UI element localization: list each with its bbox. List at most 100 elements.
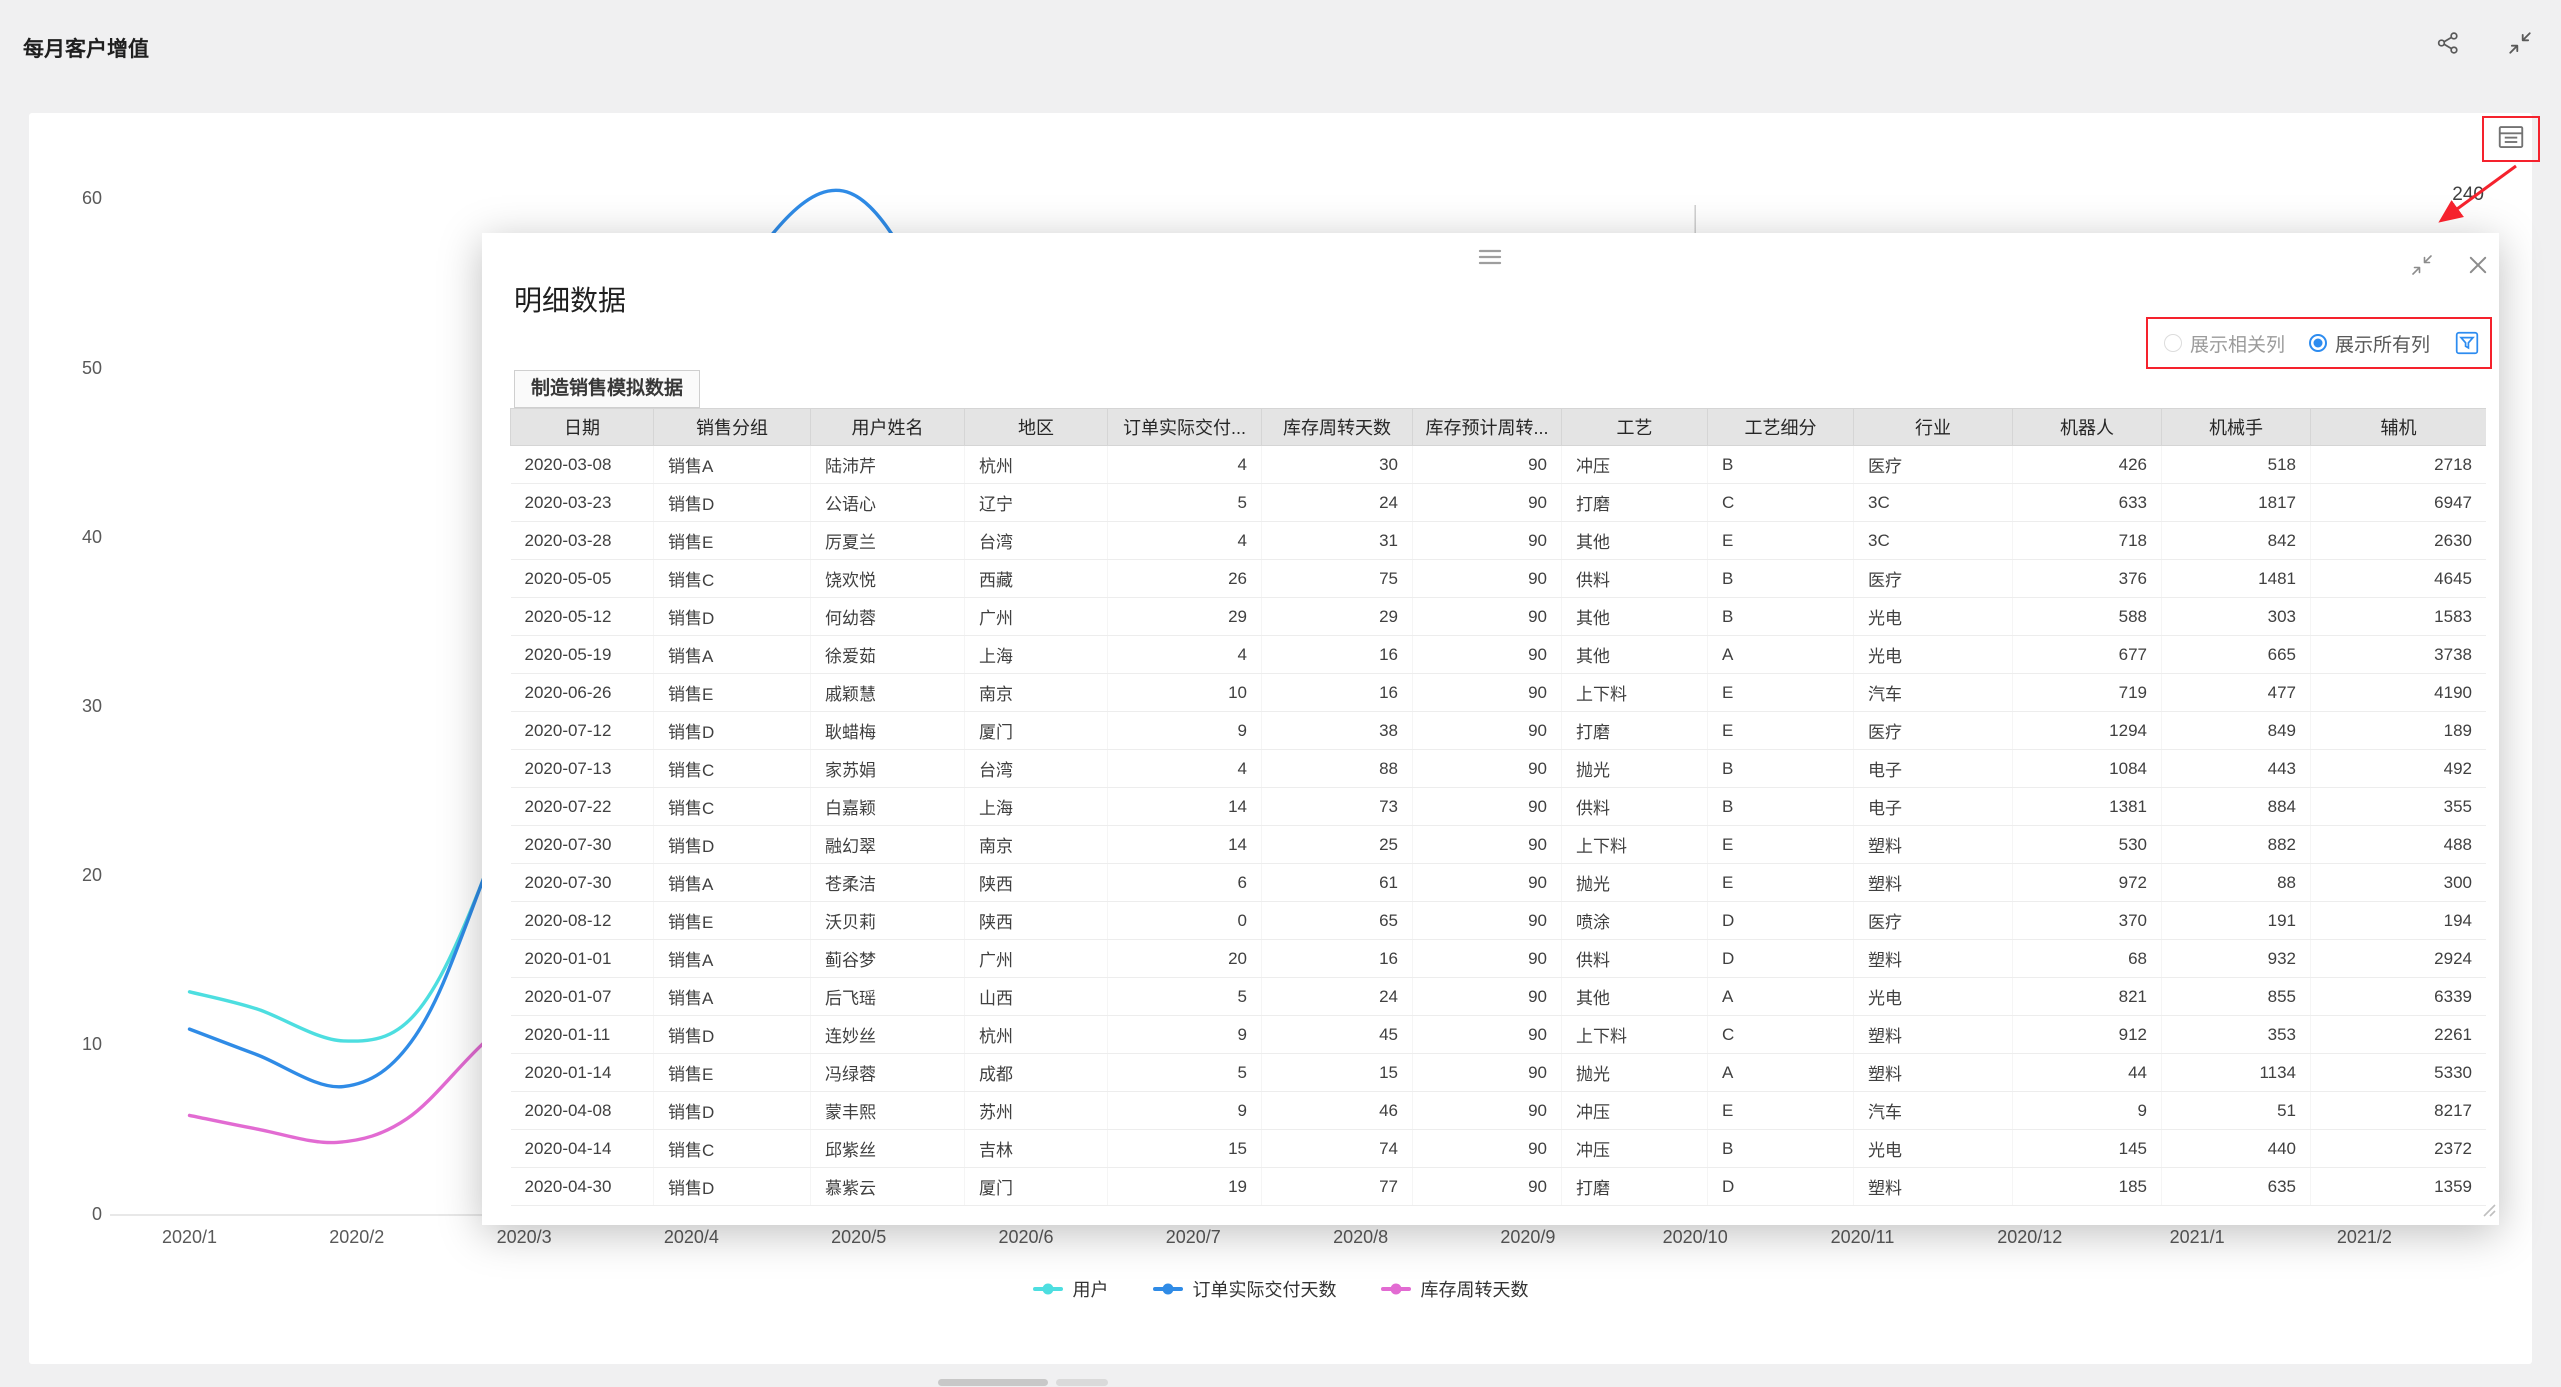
resize-handle[interactable] [2478, 1199, 2496, 1222]
radio-label: 展示相关列 [2190, 334, 2286, 356]
table-row[interactable]: 2020-04-14 销售C 邱紫丝 吉林 15 74 90 冲压 B 光电 145 440 2372 [510, 1129, 2486, 1168]
menu-icon[interactable] [1476, 246, 1504, 273]
column-header[interactable]: 日期 [510, 408, 654, 446]
table-cell: 销售D [653, 1167, 811, 1206]
table-row[interactable]: 2020-04-30 销售D 慕紫云 厦门 19 77 90 打磨 D 塑料 185 635 1359 [510, 1167, 2486, 1206]
table-row[interactable]: 2020-04-08 销售D 蒙丰熙 苏州 9 46 90 冲压 E 汽车 9 51 8217 [510, 1091, 2486, 1130]
table-cell: 2020-03-08 [510, 445, 654, 484]
table-cell: 销售A [653, 445, 811, 484]
table-cell: 抛光 [1561, 1053, 1708, 1092]
table-cell: B [1707, 445, 1854, 484]
table-row[interactable]: 2020-01-11 销售D 连妙丝 杭州 9 45 90 上下料 C 塑料 912 353 2261 [510, 1015, 2486, 1054]
table-cell: E [1707, 863, 1854, 902]
table-row[interactable]: 2020-07-30 销售A 苍柔洁 陕西 6 61 90 抛光 E 塑料 972 88 300 [510, 863, 2486, 902]
column-header[interactable]: 工艺细分 [1707, 408, 1854, 446]
table-cell: 邱紫丝 [810, 1129, 965, 1168]
table-cell: 2020-07-22 [510, 787, 654, 826]
table-cell: 2924 [2310, 939, 2486, 978]
table-row[interactable]: 2020-03-23 销售D 公语心 辽宁 5 24 90 打磨 C 3C 633 1817 6947 [510, 483, 2486, 522]
table-row[interactable]: 2020-05-12 销售D 何幼蓉 广州 29 29 90 其他 B 光电 588 303 1583 [510, 597, 2486, 636]
table-cell: 销售A [653, 635, 811, 674]
table-cell: 9 [1107, 1015, 1262, 1054]
table-cell: 2020-04-14 [510, 1129, 654, 1168]
modal-collapse-icon[interactable] [2410, 253, 2434, 282]
modal-close-icon[interactable] [2466, 253, 2490, 282]
column-header[interactable]: 库存周转天数 [1261, 408, 1413, 446]
table-row[interactable]: 2020-01-01 销售A 蓟谷梦 广州 20 16 90 供料 D 塑料 68 932 2924 [510, 939, 2486, 978]
table-row[interactable]: 2020-07-13 销售C 家苏娟 台湾 4 88 90 抛光 B 电子 1084 443 492 [510, 749, 2486, 788]
table-cell: 9 [1107, 711, 1262, 750]
table-cell: 90 [1412, 825, 1562, 864]
table-row[interactable]: 2020-05-19 销售A 徐爱茹 上海 4 16 90 其他 A 光电 677 665 3738 [510, 635, 2486, 674]
table-cell: 635 [2161, 1167, 2311, 1206]
table-cell: 1134 [2161, 1053, 2311, 1092]
table-row[interactable]: 2020-03-08 销售A 陆沛芹 杭州 4 30 90 冲压 B 医疗 426 518 2718 [510, 445, 2486, 484]
table-cell: 353 [2161, 1015, 2311, 1054]
table-cell: 汽车 [1853, 673, 2013, 712]
table-row[interactable]: 2020-07-12 销售D 耿蜡梅 厦门 9 38 90 打磨 E 医疗 1294 849 189 [510, 711, 2486, 750]
column-header[interactable]: 地区 [964, 408, 1108, 446]
table-cell: 喷涂 [1561, 901, 1708, 940]
column-header[interactable]: 用户姓名 [810, 408, 965, 446]
legend-item[interactable]: 用户 [1032, 1276, 1109, 1302]
table-cell: E [1707, 1091, 1854, 1130]
table-cell: 46 [1261, 1091, 1413, 1130]
table-row[interactable]: 2020-06-26 销售E 戚颖慧 南京 10 16 90 上下料 E 汽车 719 477 4190 [510, 673, 2486, 712]
table-row[interactable]: 2020-07-30 销售D 融幻翠 南京 14 25 90 上下料 E 塑料 530 882 488 [510, 825, 2486, 864]
table-row[interactable]: 2020-07-22 销售C 白嘉颖 上海 14 73 90 供料 B 电子 1381 884 355 [510, 787, 2486, 826]
tab-dataset[interactable]: 制造销售模拟数据 [514, 370, 701, 408]
column-header[interactable]: 机器人 [2012, 408, 2162, 446]
table-cell: 77 [1261, 1167, 1413, 1206]
legend-item[interactable]: 库存周转天数 [1380, 1276, 1529, 1302]
column-header[interactable]: 库存预计周转... [1412, 408, 1562, 446]
column-header[interactable]: 机械手 [2161, 408, 2311, 446]
scrollbar-fragment[interactable] [938, 1379, 1048, 1386]
table-cell: 14 [1107, 825, 1262, 864]
table-row[interactable]: 2020-01-07 销售A 后飞瑶 山西 5 24 90 其他 A 光电 821 855 6339 [510, 977, 2486, 1016]
radio-show-all-columns[interactable]: 展示所有列 [2309, 330, 2430, 357]
view-detail-icon[interactable] [2496, 123, 2526, 156]
column-header[interactable]: 销售分组 [653, 408, 811, 446]
table-cell: 90 [1412, 1129, 1562, 1168]
column-header[interactable]: 订单实际交付... [1107, 408, 1262, 446]
table-cell: 销售C [653, 749, 811, 788]
table-cell: 1583 [2310, 597, 2486, 636]
legend-item[interactable]: 订单实际交付天数 [1152, 1276, 1337, 1302]
table-cell: 2020-07-13 [510, 749, 654, 788]
radio-show-related-columns[interactable]: 展示相关列 [2164, 330, 2285, 357]
column-header[interactable]: 工艺 [1561, 408, 1708, 446]
table-cell: 2020-07-12 [510, 711, 654, 750]
table-cell: D [1707, 939, 1854, 978]
table-row[interactable]: 2020-05-05 销售C 饶欢悦 西藏 26 75 90 供料 B 医疗 376 1481 4645 [510, 559, 2486, 598]
table-cell: 南京 [964, 825, 1108, 864]
table-cell: 医疗 [1853, 559, 2013, 598]
table-cell: 45 [1261, 1015, 1413, 1054]
share-icon[interactable] [2435, 30, 2461, 56]
table-row[interactable]: 2020-01-14 销售E 冯绿蓉 成都 5 15 90 抛光 A 塑料 44 1134 5330 [510, 1053, 2486, 1092]
table-cell: 90 [1412, 939, 1562, 978]
table-cell: 白嘉颖 [810, 787, 965, 826]
column-header[interactable]: 行业 [1853, 408, 2013, 446]
table-cell: 2020-01-14 [510, 1053, 654, 1092]
collapse-icon[interactable] [2507, 30, 2533, 56]
table-cell: 1817 [2161, 483, 2311, 522]
table-cell: 连妙丝 [810, 1015, 965, 1054]
column-filter-icon[interactable] [2454, 330, 2480, 356]
table-cell: 2372 [2310, 1129, 2486, 1168]
table-cell: 518 [2161, 445, 2311, 484]
table-cell: C [1707, 1015, 1854, 1054]
data-label: 240 [2452, 184, 2484, 205]
table-cell: 303 [2161, 597, 2311, 636]
table-cell: 供料 [1561, 559, 1708, 598]
table-cell: 销售D [653, 1091, 811, 1130]
table-cell: 抛光 [1561, 863, 1708, 902]
table-cell: 汽车 [1853, 1091, 2013, 1130]
table-cell: 冲压 [1561, 1091, 1708, 1130]
table-cell: 355 [2310, 787, 2486, 826]
table-row[interactable]: 2020-08-12 销售E 沃贝莉 陕西 0 65 90 喷涂 D 医疗 370 191 194 [510, 901, 2486, 940]
column-header[interactable]: 辅机 [2310, 408, 2486, 446]
table-cell: 融幻翠 [810, 825, 965, 864]
scrollbar-fragment[interactable] [1056, 1379, 1108, 1386]
table-row[interactable]: 2020-03-28 销售E 厉夏兰 台湾 4 31 90 其他 E 3C 718 842 2630 [510, 521, 2486, 560]
